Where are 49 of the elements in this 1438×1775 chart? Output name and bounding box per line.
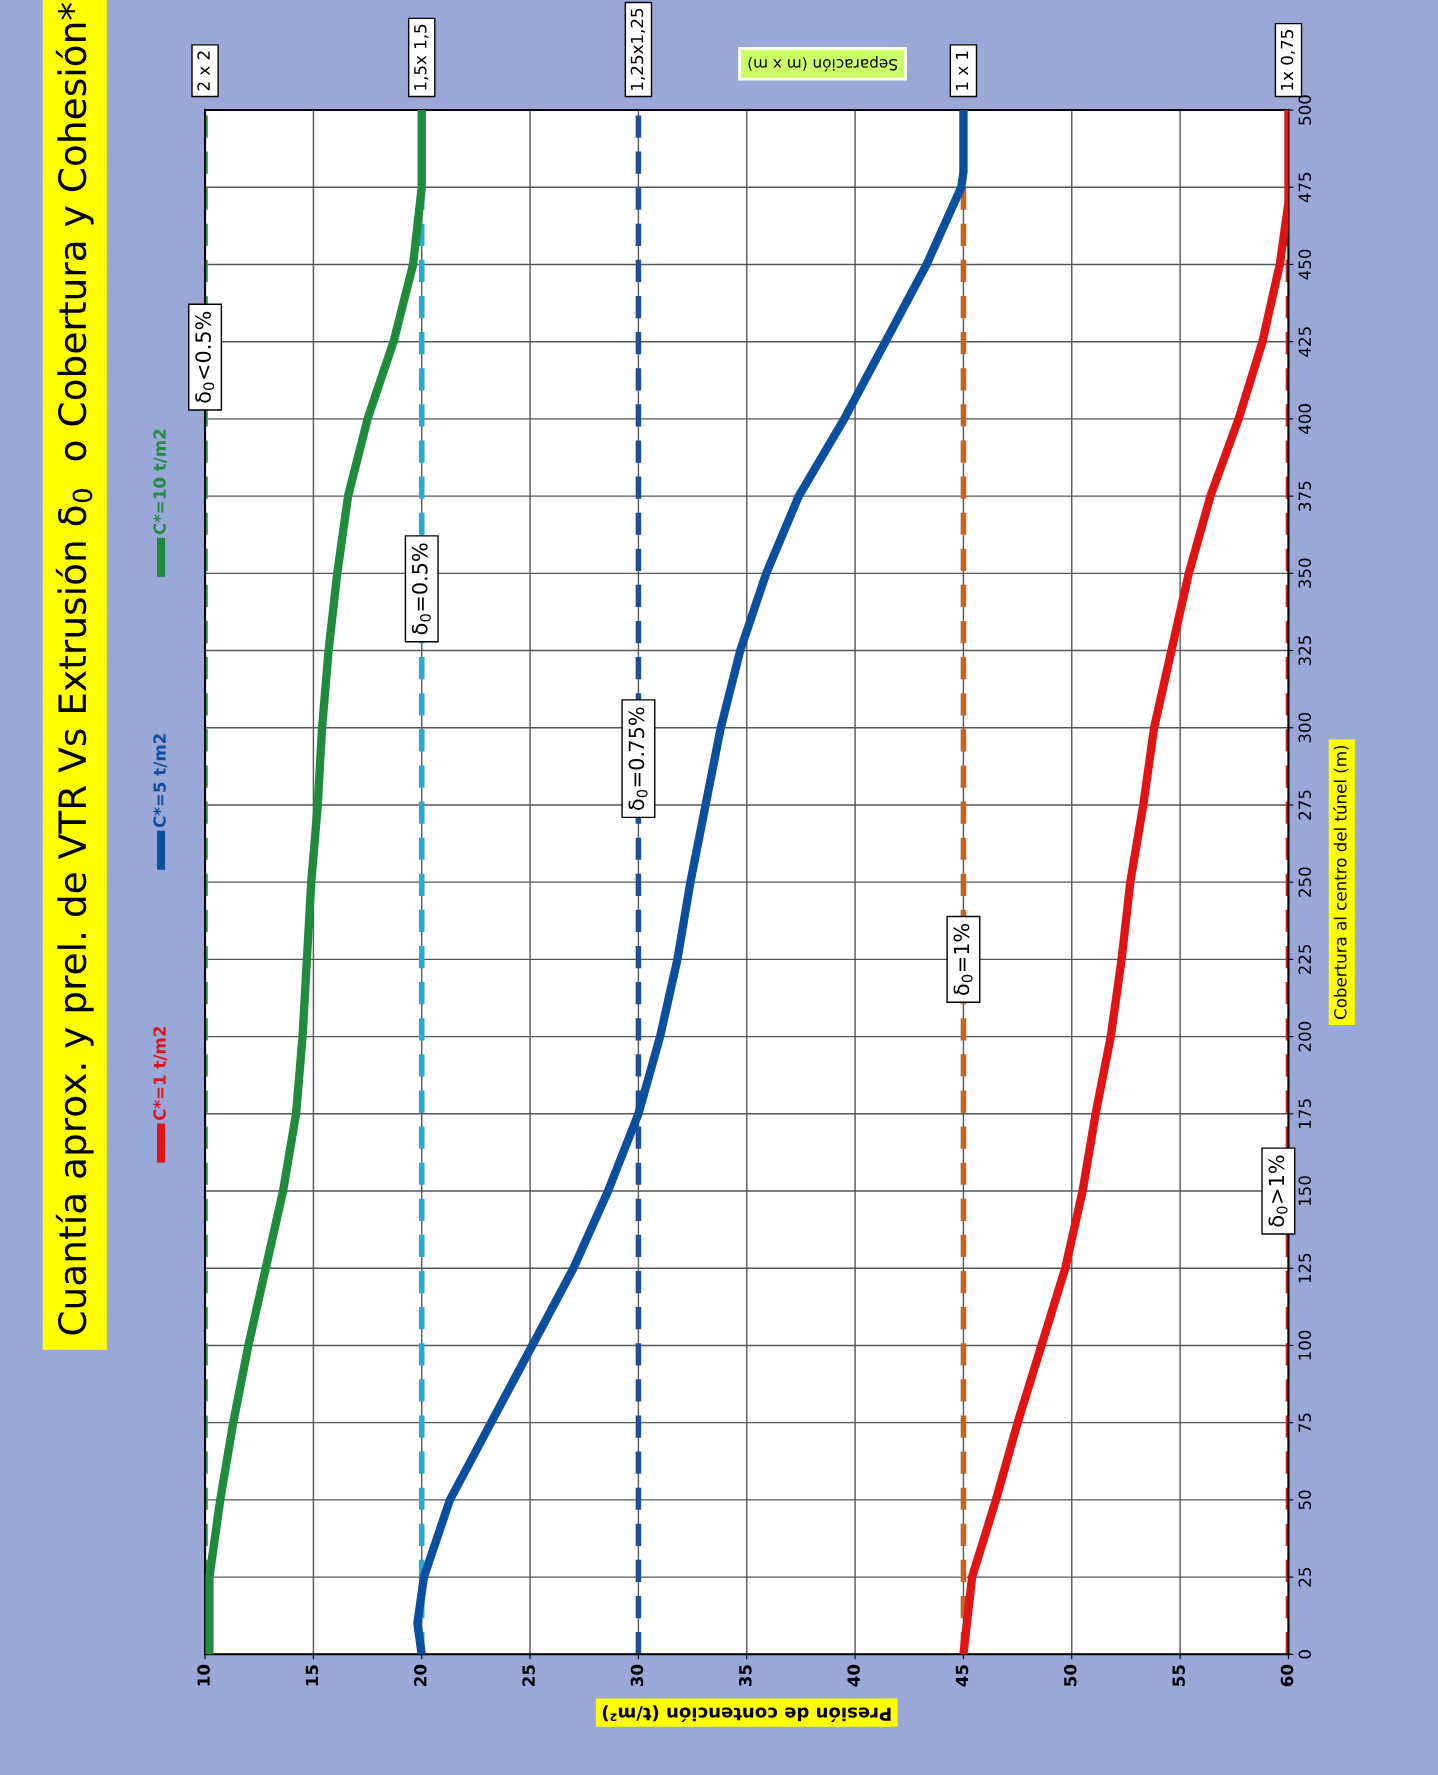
y-tick-label: 25: [1298, 1567, 1312, 1587]
text: C*=5 t/m2: [153, 734, 168, 828]
y-tick-label: 50: [1298, 1490, 1312, 1510]
x-tick-label: 30: [630, 1664, 644, 1687]
x-tick-label: 45: [955, 1665, 969, 1687]
x-tick-label: 50: [1064, 1664, 1077, 1686]
annotation: δ$_{0}$=1%: [953, 923, 973, 995]
y-tick-label: 300: [1298, 712, 1312, 743]
ref-line-label: 1,25x1,25: [630, 8, 645, 90]
ref-line-label: 2 x 2: [197, 51, 210, 91]
y-tick-label: 400: [1298, 404, 1312, 434]
y-tick-label: 100: [1298, 1330, 1312, 1360]
x-tick-label: 15: [305, 1665, 319, 1686]
y-tick-label: 225: [1298, 944, 1312, 975]
annotation: δ$_{0}$<0.5%: [195, 311, 215, 403]
y-tick-label: 325: [1298, 636, 1312, 666]
text: Cuantía aprox. y prel. de VTR Vs Extrusión δ$_{0}$ o Cobertura y Cohesión*: [55, 3, 94, 1335]
x-tick-label: 20: [413, 1664, 427, 1686]
y-tick-label: 475: [1298, 172, 1312, 203]
annotation: δ$_{0}$>1%: [1268, 1155, 1288, 1227]
y-tick-label: 200: [1298, 1021, 1312, 1052]
y-tick-label: 425: [1298, 327, 1312, 357]
y-tick-label: 150: [1298, 1176, 1312, 1206]
y-tick-label: 0: [1298, 1650, 1312, 1659]
x-tick-label: 35: [738, 1665, 752, 1687]
y-tick-label: 275: [1298, 790, 1312, 820]
y-tick-label: 125: [1298, 1253, 1312, 1283]
annotation: δ$_{0}$=0.5%: [411, 543, 431, 635]
text: C*=10 t/m2: [153, 429, 168, 535]
ref-line-label: 1 x 1: [955, 51, 969, 90]
annotation: δ$_{0}$=0.75%: [628, 707, 648, 810]
y-axis-title: Cobertura al centro del túnel (m): [1333, 745, 1349, 1019]
x-tick-label: 55: [1172, 1665, 1185, 1686]
text: C*=1 t/m2: [153, 1027, 168, 1121]
x-tick-label: 60: [1280, 1664, 1294, 1687]
x-axis-title: Presión de contención (t/m²): [602, 1705, 891, 1723]
ref-line-label: 1,5x 1,5: [414, 24, 429, 90]
y-tick-label: 450: [1298, 249, 1312, 280]
x-tick-label: 25: [522, 1665, 535, 1686]
y-tick-label: 75: [1298, 1413, 1312, 1432]
y-tick-label: 375: [1298, 481, 1312, 511]
x-tick-label: 10: [197, 1664, 210, 1686]
y-tick-label: 350: [1298, 558, 1312, 588]
y-tick-label: 500: [1298, 95, 1312, 125]
y-tick-label: 175: [1298, 1099, 1312, 1128]
x-tick-label: 40: [847, 1664, 860, 1687]
y-tick-label: 250: [1298, 867, 1312, 897]
text: Separación (m x m): [748, 56, 897, 72]
ref-line-label: 1x 0,75: [1280, 30, 1295, 90]
